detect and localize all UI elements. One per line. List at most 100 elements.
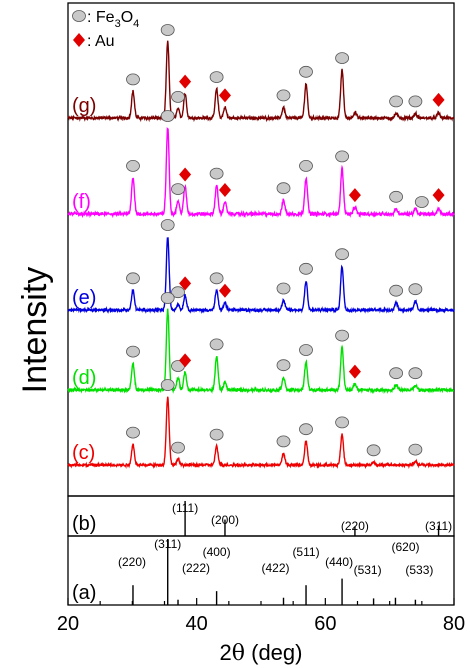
reference-b-frame xyxy=(67,495,455,537)
reference-b: (b) (111) (200) (220) (311) xyxy=(72,501,452,536)
fe3o4-marker xyxy=(408,367,423,380)
au-marker xyxy=(218,182,231,197)
curve-line xyxy=(67,396,455,470)
au-marker xyxy=(179,167,192,182)
fe3o4-marker xyxy=(335,416,350,429)
fe3o4-marker xyxy=(335,248,350,261)
fe3o4-marker xyxy=(276,282,291,295)
au-marker xyxy=(218,88,231,103)
miller-index-label: (620) xyxy=(391,540,419,554)
y-axis-label: Intensity xyxy=(16,267,54,394)
fe3o4-marker xyxy=(335,150,350,163)
au-marker xyxy=(348,188,361,203)
curve-d: (d) xyxy=(67,292,455,395)
miller-index-label: (511) xyxy=(292,545,319,559)
curve-label: (d) xyxy=(72,367,96,389)
curve-g: (g) xyxy=(67,24,455,123)
fe3o4-marker xyxy=(171,183,185,196)
miller-index-label: (440) xyxy=(325,555,353,569)
fe3o4-marker xyxy=(160,24,175,36)
au-marker xyxy=(432,188,445,203)
fe3o4-marker xyxy=(276,182,291,195)
fe3o4-marker xyxy=(160,110,175,122)
curve-f: (f) xyxy=(67,110,455,219)
fe3o4-marker xyxy=(389,190,404,203)
reference-label: (a) xyxy=(72,582,96,604)
au-marker xyxy=(432,92,445,107)
fe3o4-marker xyxy=(209,272,224,285)
fe3o4-marker xyxy=(160,219,175,231)
x-axis: 20 40 60 80 xyxy=(57,598,465,635)
reference-patterns: (b)(111)(200) (220) (311)(a)(220)(311)(222… xyxy=(72,501,452,605)
fe3o4-marker xyxy=(408,95,423,108)
fe3o4-marker xyxy=(299,423,313,436)
fe3o4-marker xyxy=(389,95,404,108)
reference-a: (a)(220)(311)(222)(400)(422)(511)(440)(5… xyxy=(72,537,433,605)
x-axis-label: 2θ (deg) xyxy=(220,640,303,666)
curve-label: (g) xyxy=(72,95,96,117)
miller-index-label: (220) xyxy=(118,555,146,569)
curve-line xyxy=(67,237,455,315)
fe3o4-marker xyxy=(299,344,313,356)
fe3o4-marker xyxy=(126,426,140,439)
miller-index-label: (311) xyxy=(425,519,452,533)
miller-index-label: (422) xyxy=(261,561,289,575)
x-tick-label: 60 xyxy=(314,613,336,635)
curve-line xyxy=(67,40,455,123)
miller-index-label: (220) xyxy=(341,519,369,533)
curve-label: (e) xyxy=(72,287,96,309)
fe3o4-marker xyxy=(414,196,429,208)
legend-au-label: : Au xyxy=(87,33,115,50)
fe3o4-marker xyxy=(171,286,185,299)
fe3o4-marker xyxy=(389,284,404,297)
au-marker xyxy=(179,353,192,368)
fe3o4-marker xyxy=(126,272,140,285)
fe3o4-marker xyxy=(408,283,423,296)
curve-c: (c) xyxy=(67,379,455,470)
legend: : Fe3O4 : Au xyxy=(72,9,139,50)
fe3o4-marker xyxy=(335,52,350,64)
fe3o4-marker xyxy=(171,91,185,103)
diffraction-curves: (g) (f) (e) (d) (c) xyxy=(67,24,455,470)
top-panel-frame xyxy=(67,2,455,497)
curve-line xyxy=(67,126,455,219)
fe3o4-marker xyxy=(389,367,404,380)
fe3o4-marker xyxy=(276,435,291,448)
fe3o4-marker xyxy=(209,167,224,180)
fe3o4-marker xyxy=(366,444,381,457)
fe3o4-marker xyxy=(126,345,140,358)
legend-au-diamond-icon xyxy=(73,33,85,47)
reference-label: (b) xyxy=(72,513,96,535)
fe3o4-marker xyxy=(209,338,224,351)
curve-e: (e) xyxy=(67,219,455,315)
fe3o4-marker xyxy=(276,359,291,372)
fe3o4-marker xyxy=(160,292,175,304)
miller-index-label: (111) xyxy=(172,501,198,515)
curve-line xyxy=(67,308,455,395)
curve-label: (f) xyxy=(72,191,91,213)
au-marker xyxy=(179,276,192,291)
legend-fe3o4-circle-icon xyxy=(72,10,86,22)
fe3o4-marker xyxy=(126,159,140,172)
fe3o4-marker xyxy=(160,379,175,391)
legend-fe3o4-label: : Fe3O4 xyxy=(87,9,139,30)
fe3o4-marker xyxy=(299,262,313,275)
fe3o4-marker xyxy=(299,65,313,78)
x-tick-label: 80 xyxy=(443,613,465,635)
x-tick-label: 40 xyxy=(186,613,208,635)
fe3o4-marker xyxy=(209,428,224,441)
x-tick-label: 20 xyxy=(57,613,79,635)
fe3o4-marker xyxy=(171,441,185,454)
fe3o4-marker xyxy=(299,159,313,172)
fe3o4-marker xyxy=(126,73,140,86)
miller-index-label: (200) xyxy=(211,513,239,527)
fe3o4-marker xyxy=(209,71,224,83)
au-marker xyxy=(218,283,231,298)
miller-index-label: (533) xyxy=(405,563,433,577)
au-marker xyxy=(179,74,192,89)
au-marker xyxy=(348,364,361,379)
curve-label: (c) xyxy=(72,442,95,464)
miller-index-label: (311) xyxy=(154,537,181,551)
miller-index-label: (531) xyxy=(354,563,382,577)
